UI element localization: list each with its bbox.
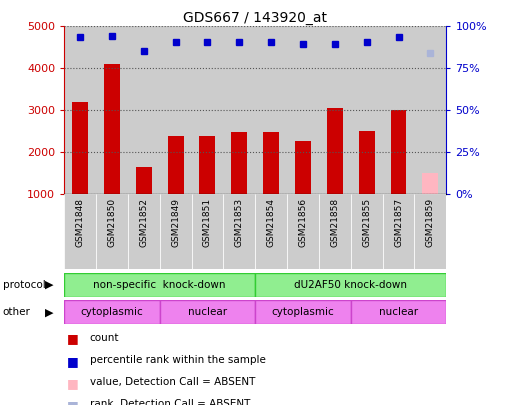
FancyBboxPatch shape <box>351 300 446 324</box>
Bar <box>263 132 279 194</box>
Bar <box>359 130 374 194</box>
Bar <box>327 108 343 194</box>
Text: value, Detection Call = ABSENT: value, Detection Call = ABSENT <box>90 377 255 387</box>
Text: GSM21848: GSM21848 <box>75 198 85 247</box>
Bar <box>223 26 255 194</box>
Bar <box>136 167 152 194</box>
Text: GSM21851: GSM21851 <box>203 198 212 247</box>
Text: non-specific  knock-down: non-specific knock-down <box>93 280 226 290</box>
FancyBboxPatch shape <box>160 300 255 324</box>
Text: GSM21855: GSM21855 <box>362 198 371 247</box>
Text: GSM21858: GSM21858 <box>330 198 339 247</box>
FancyBboxPatch shape <box>64 194 96 269</box>
Text: other: other <box>3 307 30 317</box>
Bar <box>319 26 351 194</box>
Text: GSM21850: GSM21850 <box>107 198 116 247</box>
Text: percentile rank within the sample: percentile rank within the sample <box>90 355 266 365</box>
Text: nuclear: nuclear <box>379 307 418 317</box>
Bar <box>200 136 215 194</box>
Bar <box>72 102 88 194</box>
Bar <box>287 26 319 194</box>
FancyBboxPatch shape <box>383 194 415 269</box>
FancyBboxPatch shape <box>255 273 446 297</box>
Text: ▶: ▶ <box>45 280 53 290</box>
Bar <box>415 26 446 194</box>
FancyBboxPatch shape <box>96 194 128 269</box>
Text: GSM21859: GSM21859 <box>426 198 435 247</box>
Text: ■: ■ <box>67 399 78 405</box>
Bar <box>96 26 128 194</box>
Bar <box>351 26 383 194</box>
Text: dU2AF50 knock-down: dU2AF50 knock-down <box>294 280 407 290</box>
Bar <box>295 141 311 194</box>
Text: ▶: ▶ <box>45 307 53 317</box>
FancyBboxPatch shape <box>64 273 255 297</box>
Bar <box>128 26 160 194</box>
Text: ■: ■ <box>67 355 78 368</box>
FancyBboxPatch shape <box>319 194 351 269</box>
FancyBboxPatch shape <box>415 194 446 269</box>
Bar <box>64 26 96 194</box>
Text: GSM21852: GSM21852 <box>139 198 148 247</box>
FancyBboxPatch shape <box>255 300 351 324</box>
Text: cytoplasmic: cytoplasmic <box>271 307 334 317</box>
Text: GSM21849: GSM21849 <box>171 198 180 247</box>
Text: GSM21857: GSM21857 <box>394 198 403 247</box>
Text: count: count <box>90 333 120 343</box>
Bar <box>191 26 223 194</box>
FancyBboxPatch shape <box>287 194 319 269</box>
Text: protocol: protocol <box>3 280 45 290</box>
Text: ■: ■ <box>67 377 78 390</box>
Title: GDS667 / 143920_at: GDS667 / 143920_at <box>183 11 327 25</box>
FancyBboxPatch shape <box>223 194 255 269</box>
FancyBboxPatch shape <box>64 300 160 324</box>
Text: rank, Detection Call = ABSENT: rank, Detection Call = ABSENT <box>90 399 250 405</box>
Bar <box>422 173 438 194</box>
Bar <box>168 136 184 194</box>
Text: GSM21853: GSM21853 <box>235 198 244 247</box>
FancyBboxPatch shape <box>255 194 287 269</box>
FancyBboxPatch shape <box>191 194 223 269</box>
Bar <box>104 64 120 194</box>
FancyBboxPatch shape <box>351 194 383 269</box>
Bar <box>390 111 406 194</box>
Bar <box>383 26 415 194</box>
Text: GSM21854: GSM21854 <box>267 198 275 247</box>
Text: GSM21856: GSM21856 <box>299 198 307 247</box>
Text: ■: ■ <box>67 333 78 345</box>
Bar <box>231 132 247 194</box>
Bar <box>255 26 287 194</box>
Text: cytoplasmic: cytoplasmic <box>81 307 143 317</box>
Bar <box>160 26 191 194</box>
FancyBboxPatch shape <box>128 194 160 269</box>
Text: nuclear: nuclear <box>188 307 227 317</box>
FancyBboxPatch shape <box>160 194 191 269</box>
